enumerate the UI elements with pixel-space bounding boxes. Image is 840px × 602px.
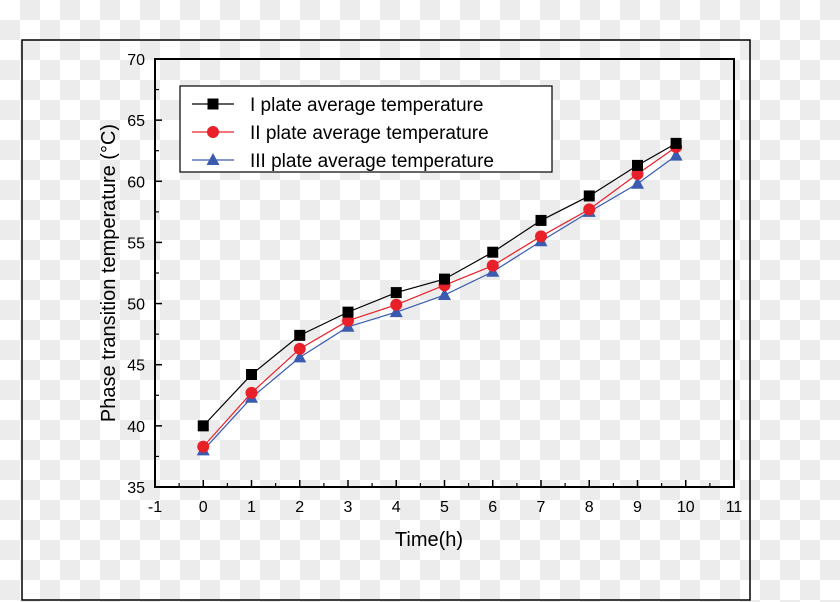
- y-tick-label: 40: [127, 419, 145, 436]
- x-tick-label: 2: [295, 499, 304, 516]
- series-line: [202, 155, 677, 451]
- x-tick-label: 3: [344, 499, 353, 516]
- x-tick-label: 7: [537, 499, 546, 516]
- data-point: [293, 342, 306, 355]
- data-point: [246, 368, 257, 380]
- x-tick-label: 9: [633, 499, 642, 516]
- data-point: [439, 273, 450, 285]
- legend-box: [179, 85, 553, 173]
- legend-label: II plate average temperature: [250, 123, 489, 144]
- data-point: [535, 230, 547, 243]
- series-square: [197, 137, 682, 432]
- legend-label: III plate average temperature: [250, 151, 494, 172]
- data-point: [342, 306, 354, 318]
- data-point: [197, 440, 210, 453]
- x-tick-label: 8: [585, 499, 594, 516]
- legend-marker: [206, 153, 220, 165]
- x-tick-label: 5: [440, 499, 449, 516]
- data-point: [293, 350, 307, 363]
- data-point: [670, 137, 682, 149]
- data-point: [487, 246, 499, 258]
- outer-frame: [21, 39, 751, 601]
- x-tick-label: -1: [148, 499, 162, 516]
- y-tick-label: 50: [127, 297, 145, 314]
- y-tick-label: 45: [127, 358, 145, 375]
- y-tick-label: 60: [127, 174, 145, 191]
- y-tick-label: 70: [127, 52, 145, 69]
- legend-item: II plate average temperature: [192, 123, 489, 144]
- data-point: [438, 288, 451, 301]
- data-point: [486, 259, 499, 272]
- x-tick-label: 11: [726, 499, 743, 516]
- data-point: [669, 148, 683, 161]
- legend-marker: [207, 98, 219, 110]
- data-point: [583, 190, 595, 202]
- legend-marker: [207, 126, 219, 138]
- data-point: [389, 305, 403, 318]
- legend: I plate average temperature II plate aver…: [179, 85, 553, 173]
- data-point: [583, 203, 596, 216]
- x-tick-label: 1: [247, 499, 256, 516]
- data-point: [197, 420, 209, 432]
- y-axis-label: Phase transition temperature (°C): [98, 124, 120, 422]
- data-point: [390, 298, 403, 311]
- y-tick-label: 65: [127, 113, 145, 130]
- x-axis-label: Time(h): [395, 529, 463, 551]
- x-tick-label: 0: [199, 499, 208, 516]
- data-point: [294, 329, 306, 341]
- data-point: [632, 159, 643, 171]
- data-point: [245, 386, 258, 399]
- y-tick-label: 55: [127, 235, 145, 252]
- data-point: [631, 167, 644, 180]
- data-point: [535, 214, 547, 226]
- x-tick-label: 4: [392, 499, 401, 516]
- data-point: [390, 287, 402, 299]
- y-tick-label: 35: [127, 480, 145, 497]
- legend-label: I plate average temperature: [250, 95, 483, 116]
- data-point: [342, 314, 354, 327]
- x-tick-label: 10: [677, 499, 695, 516]
- data-point: [631, 176, 644, 189]
- legend-item: I plate average temperature: [192, 95, 483, 116]
- legend-item: III plate average temperature: [192, 151, 494, 172]
- x-tick-label: 6: [488, 499, 497, 516]
